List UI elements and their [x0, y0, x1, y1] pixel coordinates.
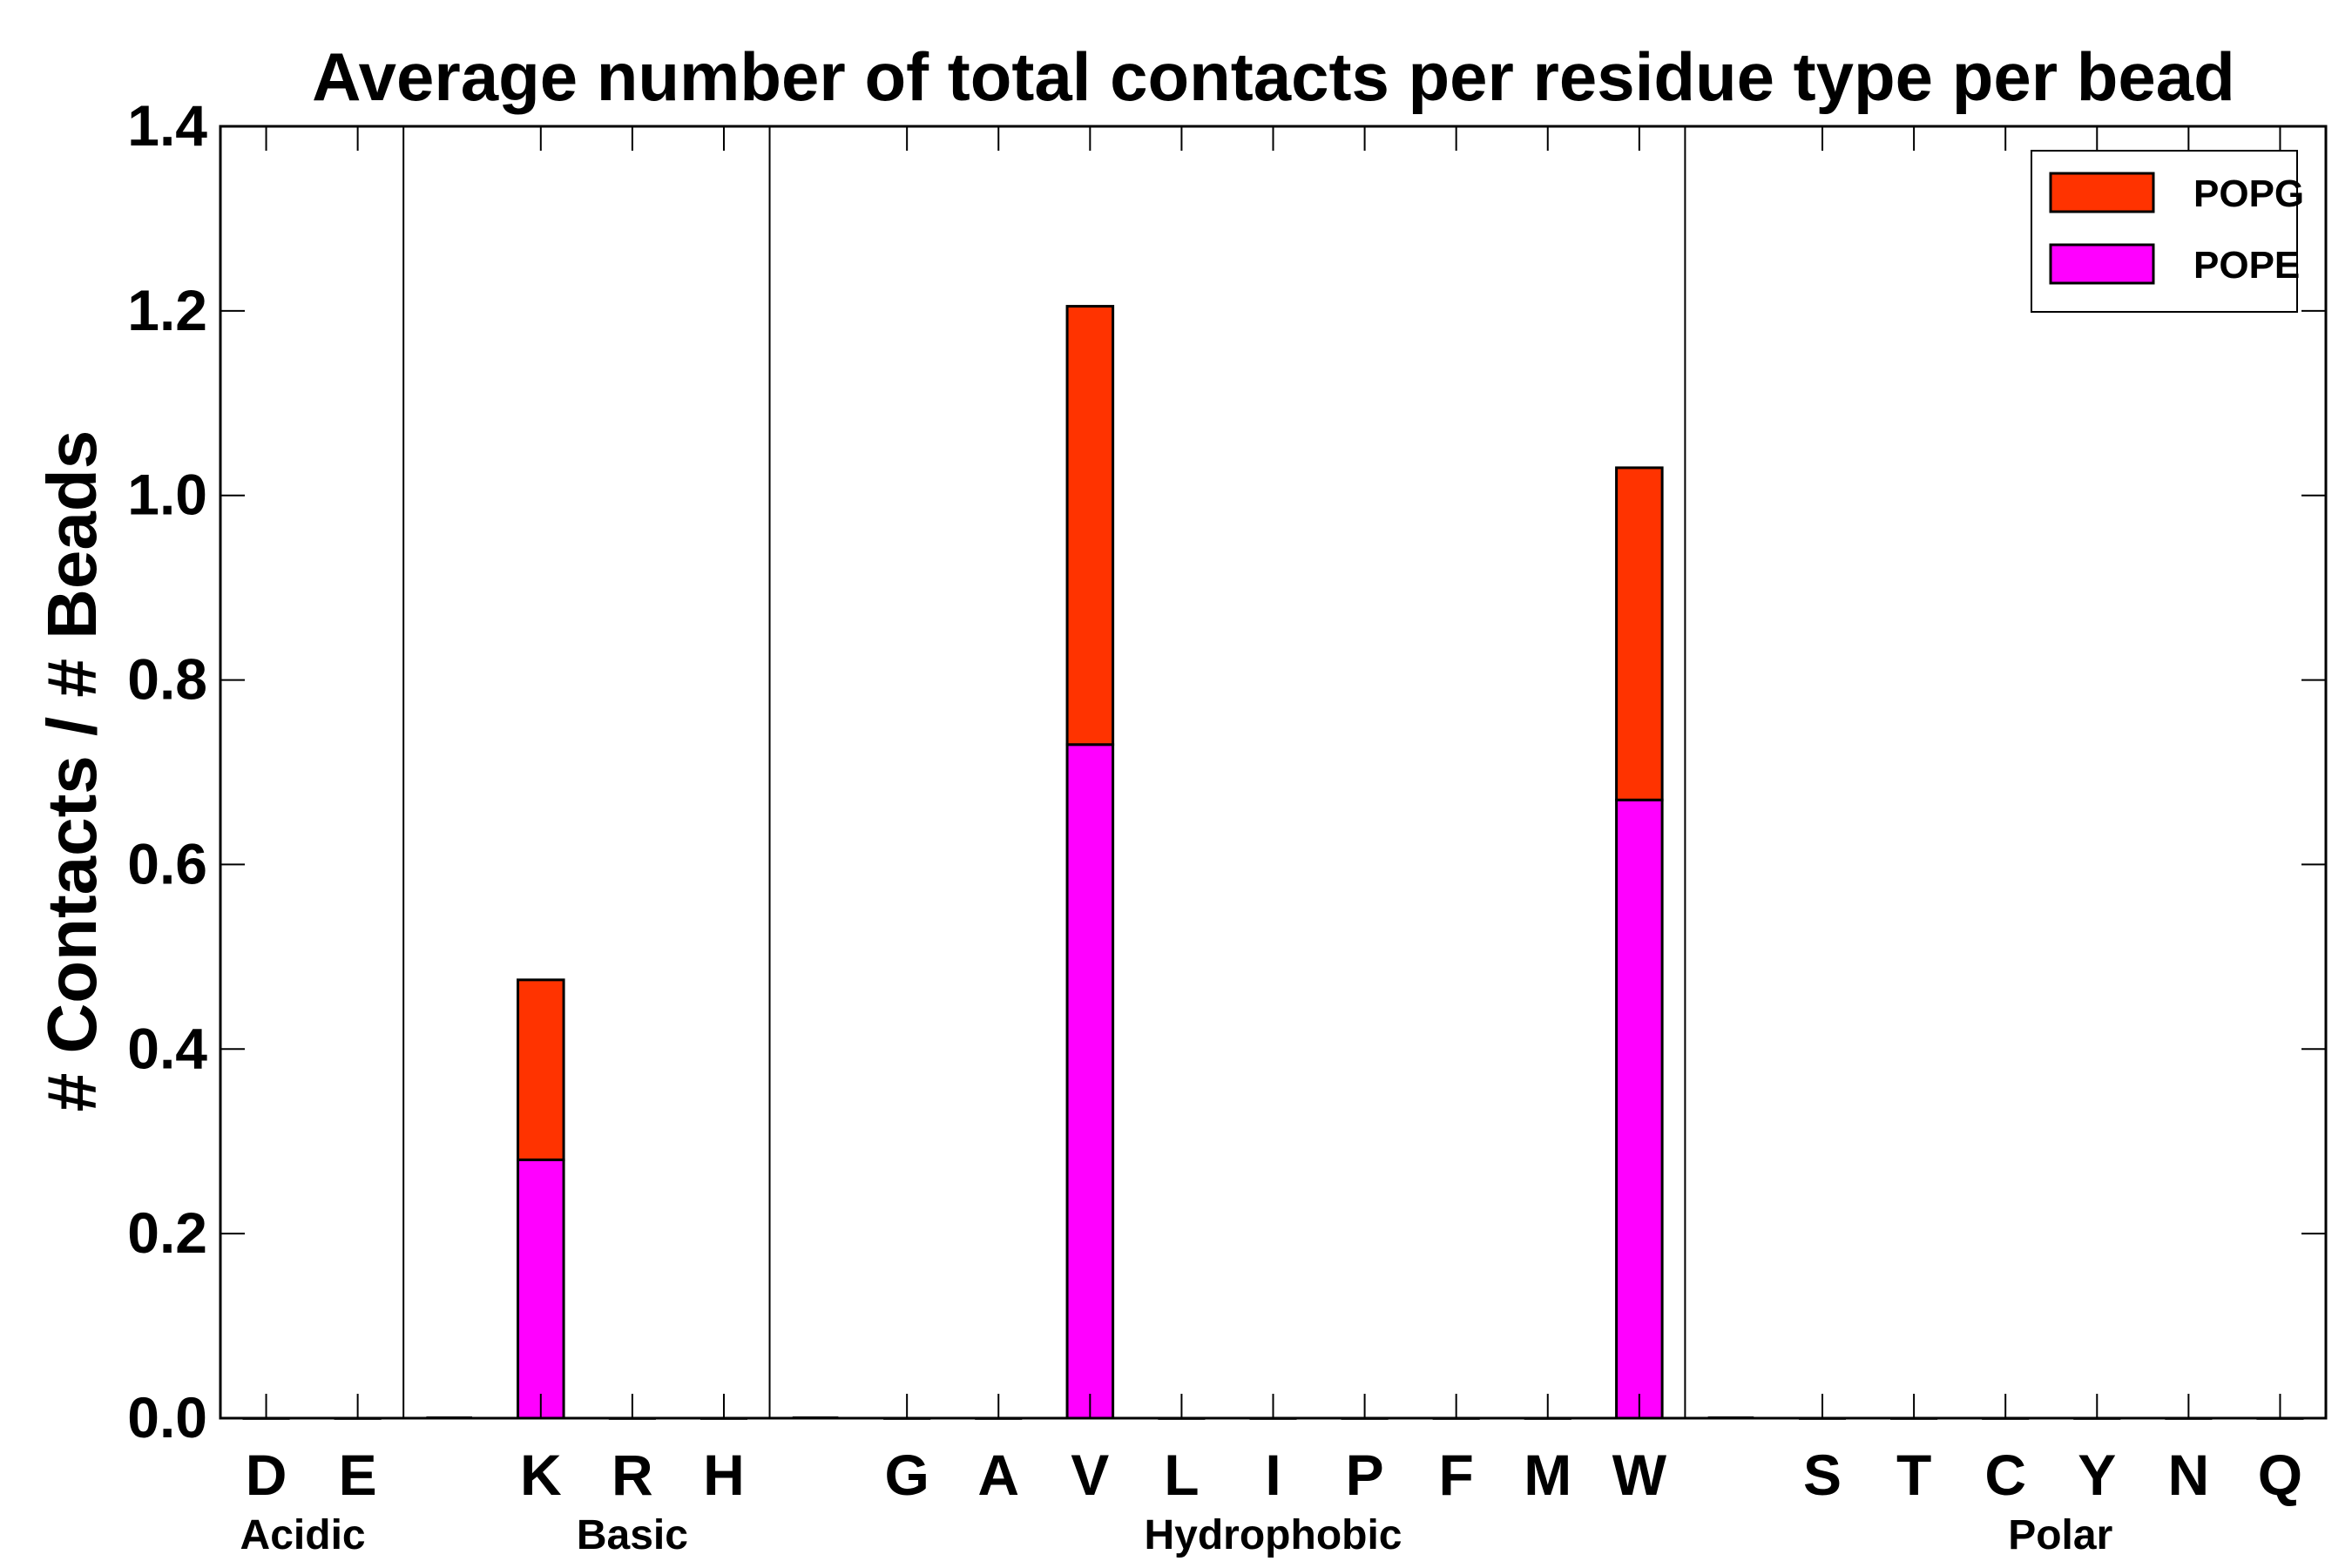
- y-tick-label: 1.2: [127, 278, 207, 342]
- group-label: Hydrophobic: [1145, 1512, 1402, 1558]
- x-tick-label: S: [1803, 1443, 1842, 1507]
- x-tick-label: M: [1524, 1443, 1571, 1507]
- x-tick-label: T: [1896, 1443, 1931, 1507]
- x-tick-label: R: [612, 1443, 653, 1507]
- bar-K-popg: [517, 978, 565, 1161]
- x-tick-label: N: [2168, 1443, 2210, 1507]
- bar-V-popg: [1065, 305, 1115, 747]
- x-tick-label: D: [246, 1443, 287, 1507]
- x-tick-label: V: [1071, 1443, 1109, 1507]
- group-label: Polar: [2008, 1512, 2112, 1558]
- x-tick-label: L: [1164, 1443, 1199, 1507]
- y-tick-label: 1.4: [127, 93, 207, 158]
- x-tick-label: E: [339, 1443, 377, 1507]
- plot-area: 0.0 0.2 0.4 0.6 0.8 1.0 1.2 1.4 D E K R H G A V L I P F M W S T…: [127, 93, 2328, 1558]
- x-tick-label: H: [703, 1443, 745, 1507]
- bar-V-pope: [1065, 743, 1115, 1420]
- x-tick-label: K: [520, 1443, 562, 1507]
- x-tick-label: Q: [2258, 1443, 2302, 1507]
- legend-label-pope: POPE: [2193, 244, 2300, 287]
- bar-K-pope: [517, 1158, 565, 1420]
- x-tick-label: Y: [2078, 1443, 2116, 1507]
- x-tick-label: W: [1612, 1443, 1667, 1507]
- y-tick-label: 0.8: [127, 647, 207, 712]
- x-tick-label: C: [1984, 1443, 2026, 1507]
- group-label: Basic: [577, 1512, 688, 1558]
- legend-swatch-pope: [2049, 243, 2155, 285]
- y-tick-label: 0.6: [127, 831, 207, 896]
- y-axis-label: # Contacts / # Beads: [33, 430, 111, 1112]
- legend-swatch-popg: [2049, 172, 2155, 213]
- bar-W-popg: [1615, 466, 1664, 801]
- chart-title: Average number of total contacts per res…: [312, 38, 2235, 115]
- y-tick-label: 0.2: [127, 1200, 207, 1265]
- y-tick-label: 1.0: [127, 463, 207, 527]
- bar-W-pope: [1615, 798, 1664, 1420]
- x-tick-label: I: [1265, 1443, 1281, 1507]
- y-tick-label: 0.0: [127, 1385, 207, 1450]
- x-tick-label: A: [977, 1443, 1019, 1507]
- group-label: Acidic: [240, 1512, 366, 1558]
- y-tick-label: 0.4: [127, 1016, 207, 1080]
- x-tick-label: P: [1346, 1443, 1384, 1507]
- legend-label-popg: POPG: [2193, 172, 2304, 215]
- legend: POPG POPE: [2031, 150, 2304, 313]
- x-tick-label: F: [1439, 1443, 1474, 1507]
- x-tick-label: G: [884, 1443, 929, 1507]
